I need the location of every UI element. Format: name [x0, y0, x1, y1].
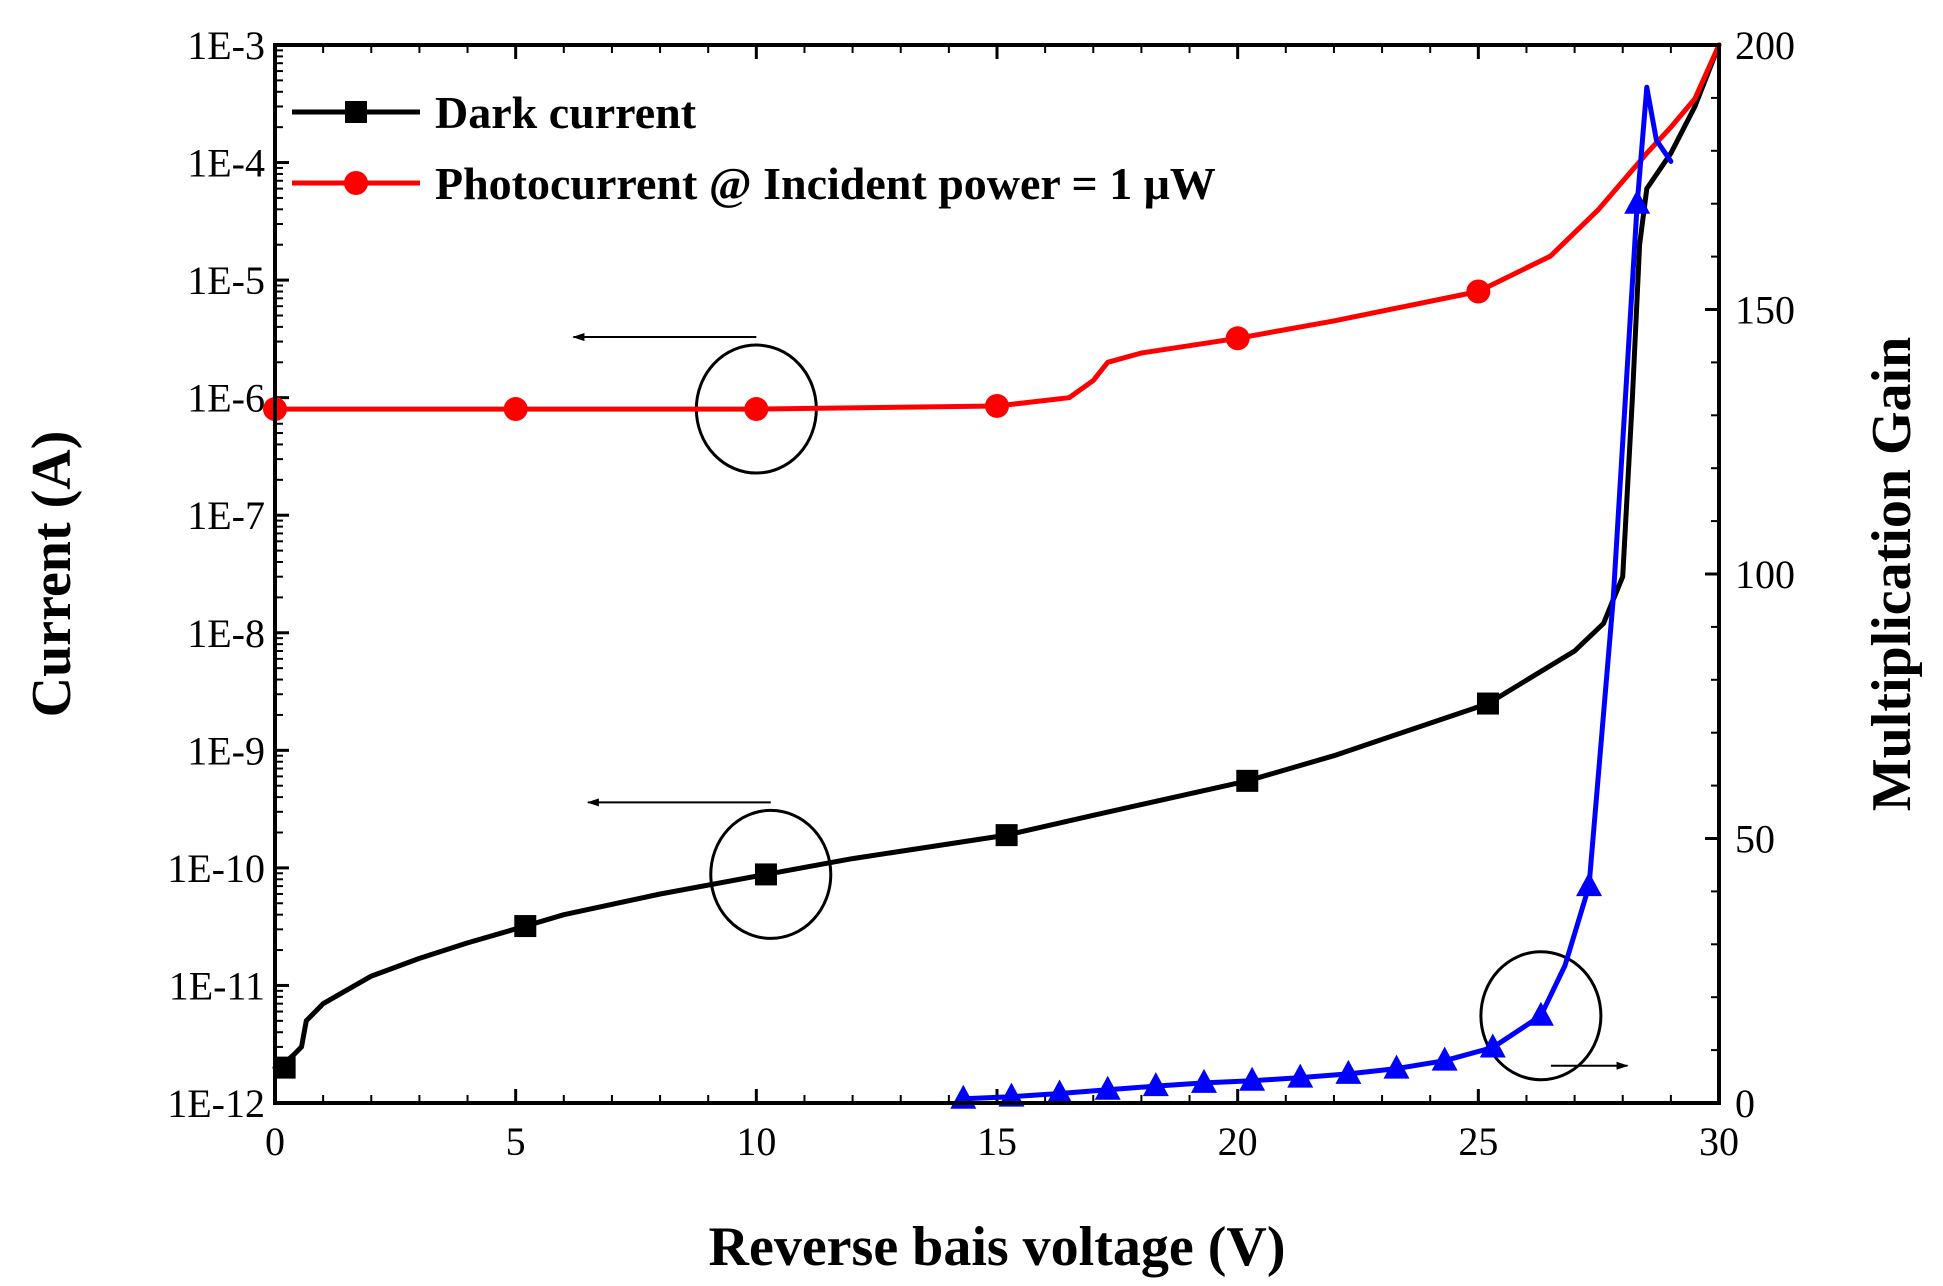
- x-tick-label: 15: [977, 1119, 1017, 1164]
- dark-current-marker: [995, 824, 1018, 847]
- y-left-tick-label: 1E-10: [167, 846, 265, 891]
- x-tick-label: 5: [506, 1119, 526, 1164]
- legend-marker-dark-current: [345, 101, 367, 123]
- y-right-tick-label: 50: [1735, 817, 1775, 862]
- x-tick-label: 0: [265, 1119, 285, 1164]
- legend: Dark current Photocurrent @ Incident pow…: [292, 87, 1216, 209]
- dark-current-marker: [273, 1056, 296, 1079]
- y-right-tick-label: 100: [1735, 552, 1795, 597]
- y-left-tick-label: 1E-12: [167, 1081, 265, 1126]
- series-markers: [263, 189, 1651, 1109]
- x-tick-label: 10: [736, 1119, 776, 1164]
- legend-label-photocurrent: Photocurrent @ Incident power = 1 μW: [435, 158, 1216, 209]
- legend-marker-photocurrent: [344, 171, 368, 195]
- y-left-tick-label: 1E-3: [187, 23, 265, 68]
- photocurrent-marker: [1225, 326, 1250, 351]
- y-left-tick-label: 1E-7: [187, 493, 265, 538]
- photocurrent-marker: [503, 397, 528, 422]
- gain-marker: [1287, 1063, 1314, 1088]
- y-left-tick-label: 1E-6: [187, 376, 265, 421]
- x-tick-label: 20: [1218, 1119, 1258, 1164]
- dark-current-marker: [514, 915, 537, 938]
- photocurrent-marker: [744, 397, 769, 422]
- x-tick-label: 25: [1458, 1119, 1498, 1164]
- y-right-tick-label: 150: [1735, 288, 1795, 333]
- x-tick-label: 30: [1699, 1119, 1739, 1164]
- gain-marker: [1431, 1046, 1458, 1071]
- gain-marker: [1527, 1001, 1554, 1026]
- axis-tick-labels: 0 5 10 15 20 25 30 1E-12 1E-11 1E-10 1E-9 1E-8 1E-7 1…: [167, 23, 1795, 1164]
- gain-marker: [1335, 1059, 1362, 1084]
- y-right-axis-title: Multiplication Gain: [1861, 337, 1923, 812]
- gain-marker: [1046, 1079, 1073, 1104]
- series-line-0: [272, 42, 1722, 1071]
- gain-marker: [1576, 872, 1603, 897]
- legend-entry-photocurrent: Photocurrent @ Incident power = 1 μW: [292, 158, 1216, 209]
- legend-label-dark-current: Dark current: [435, 87, 697, 138]
- legend-entry-dark-current: Dark current: [292, 87, 697, 138]
- dark-current-marker: [754, 863, 777, 886]
- gain-marker: [1479, 1033, 1506, 1058]
- gain-marker: [1094, 1075, 1121, 1100]
- gain-marker: [1142, 1072, 1169, 1097]
- annotations: [572, 333, 1629, 1082]
- dark-current-marker: [1476, 692, 1499, 715]
- gain-marker: [1383, 1054, 1410, 1079]
- gain-marker: [998, 1082, 1025, 1107]
- y-left-tick-label: 1E-9: [187, 728, 265, 773]
- annotation-ellipse: [1479, 950, 1603, 1082]
- y-left-tick-label: 1E-5: [187, 258, 265, 303]
- plot-frame: [273, 43, 1721, 1105]
- photocurrent-marker: [1466, 279, 1491, 304]
- y-right-tick-label: 0: [1735, 1081, 1755, 1126]
- y-left-axis-title: Current (A): [21, 431, 83, 718]
- photocurrent-marker: [985, 393, 1009, 418]
- y-left-tick-label: 1E-4: [187, 141, 265, 186]
- y-left-tick-label: 1E-8: [187, 611, 265, 656]
- annotation-ellipse: [709, 808, 833, 940]
- x-axis-title: Reverse bais voltage (V): [709, 1216, 1286, 1278]
- gain-marker: [1239, 1066, 1266, 1091]
- gain-marker: [1190, 1068, 1217, 1093]
- y-right-tick-label: 200: [1735, 23, 1795, 68]
- gain-marker: [1624, 189, 1651, 214]
- dark-current-marker: [1236, 769, 1259, 792]
- y-left-tick-label: 1E-11: [169, 963, 265, 1008]
- series-line-2: [960, 84, 1674, 1102]
